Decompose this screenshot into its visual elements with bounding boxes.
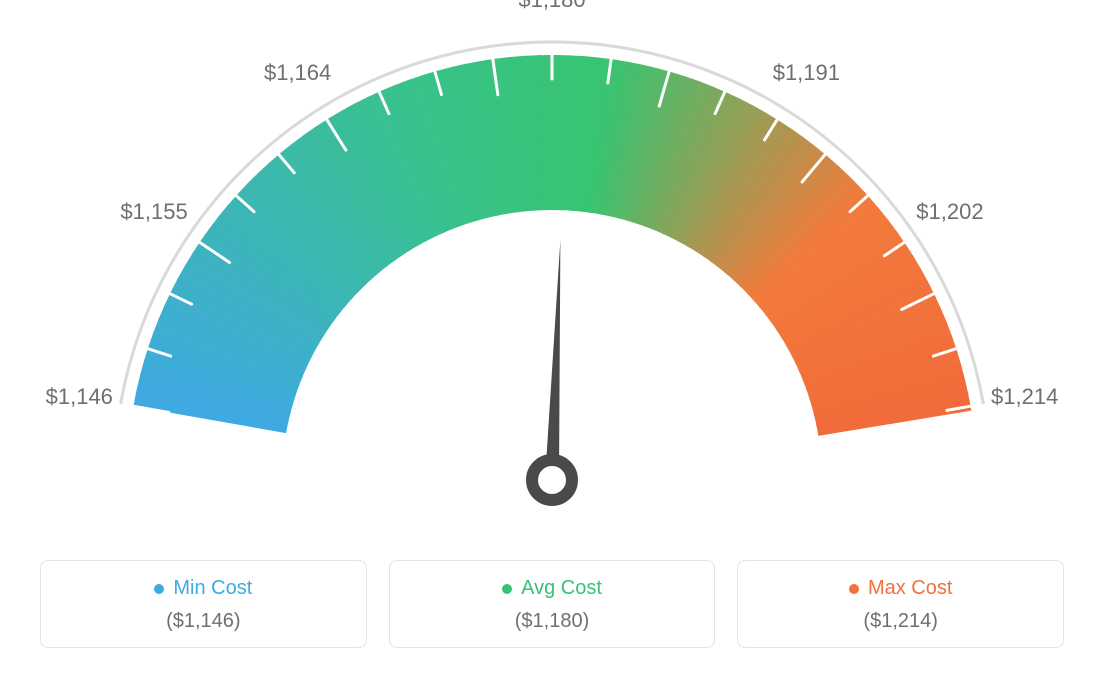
max-cost-value: ($1,214) xyxy=(748,610,1053,633)
avg-cost-label: Avg Cost xyxy=(521,577,602,600)
gauge-tick-label: $1,164 xyxy=(264,60,331,86)
gauge-hub xyxy=(532,460,572,500)
gauge-tick-label: $1,214 xyxy=(991,384,1058,410)
min-cost-card: Min Cost ($1,146) xyxy=(40,560,367,648)
avg-cost-title: Avg Cost xyxy=(502,577,602,600)
gauge-tick-label: $1,202 xyxy=(916,199,983,225)
min-cost-title: Min Cost xyxy=(154,577,252,600)
max-cost-title: Max Cost xyxy=(849,577,952,600)
avg-cost-value: ($1,180) xyxy=(400,610,705,633)
gauge-svg xyxy=(0,0,1104,560)
summary-cards: Min Cost ($1,146) Avg Cost ($1,180) Max … xyxy=(40,560,1064,648)
gauge-needle xyxy=(545,240,560,480)
max-cost-card: Max Cost ($1,214) xyxy=(737,560,1064,648)
gauge-tick-label: $1,155 xyxy=(120,199,187,225)
dot-icon xyxy=(849,584,859,594)
gauge-tick-label: $1,191 xyxy=(773,60,840,86)
gauge-tick-label: $1,180 xyxy=(518,0,585,13)
min-cost-label: Min Cost xyxy=(173,577,252,600)
min-cost-value: ($1,146) xyxy=(51,610,356,633)
max-cost-label: Max Cost xyxy=(868,577,952,600)
dot-icon xyxy=(502,584,512,594)
dot-icon xyxy=(154,584,164,594)
gauge-tick-label: $1,146 xyxy=(46,384,113,410)
avg-cost-card: Avg Cost ($1,180) xyxy=(389,560,716,648)
